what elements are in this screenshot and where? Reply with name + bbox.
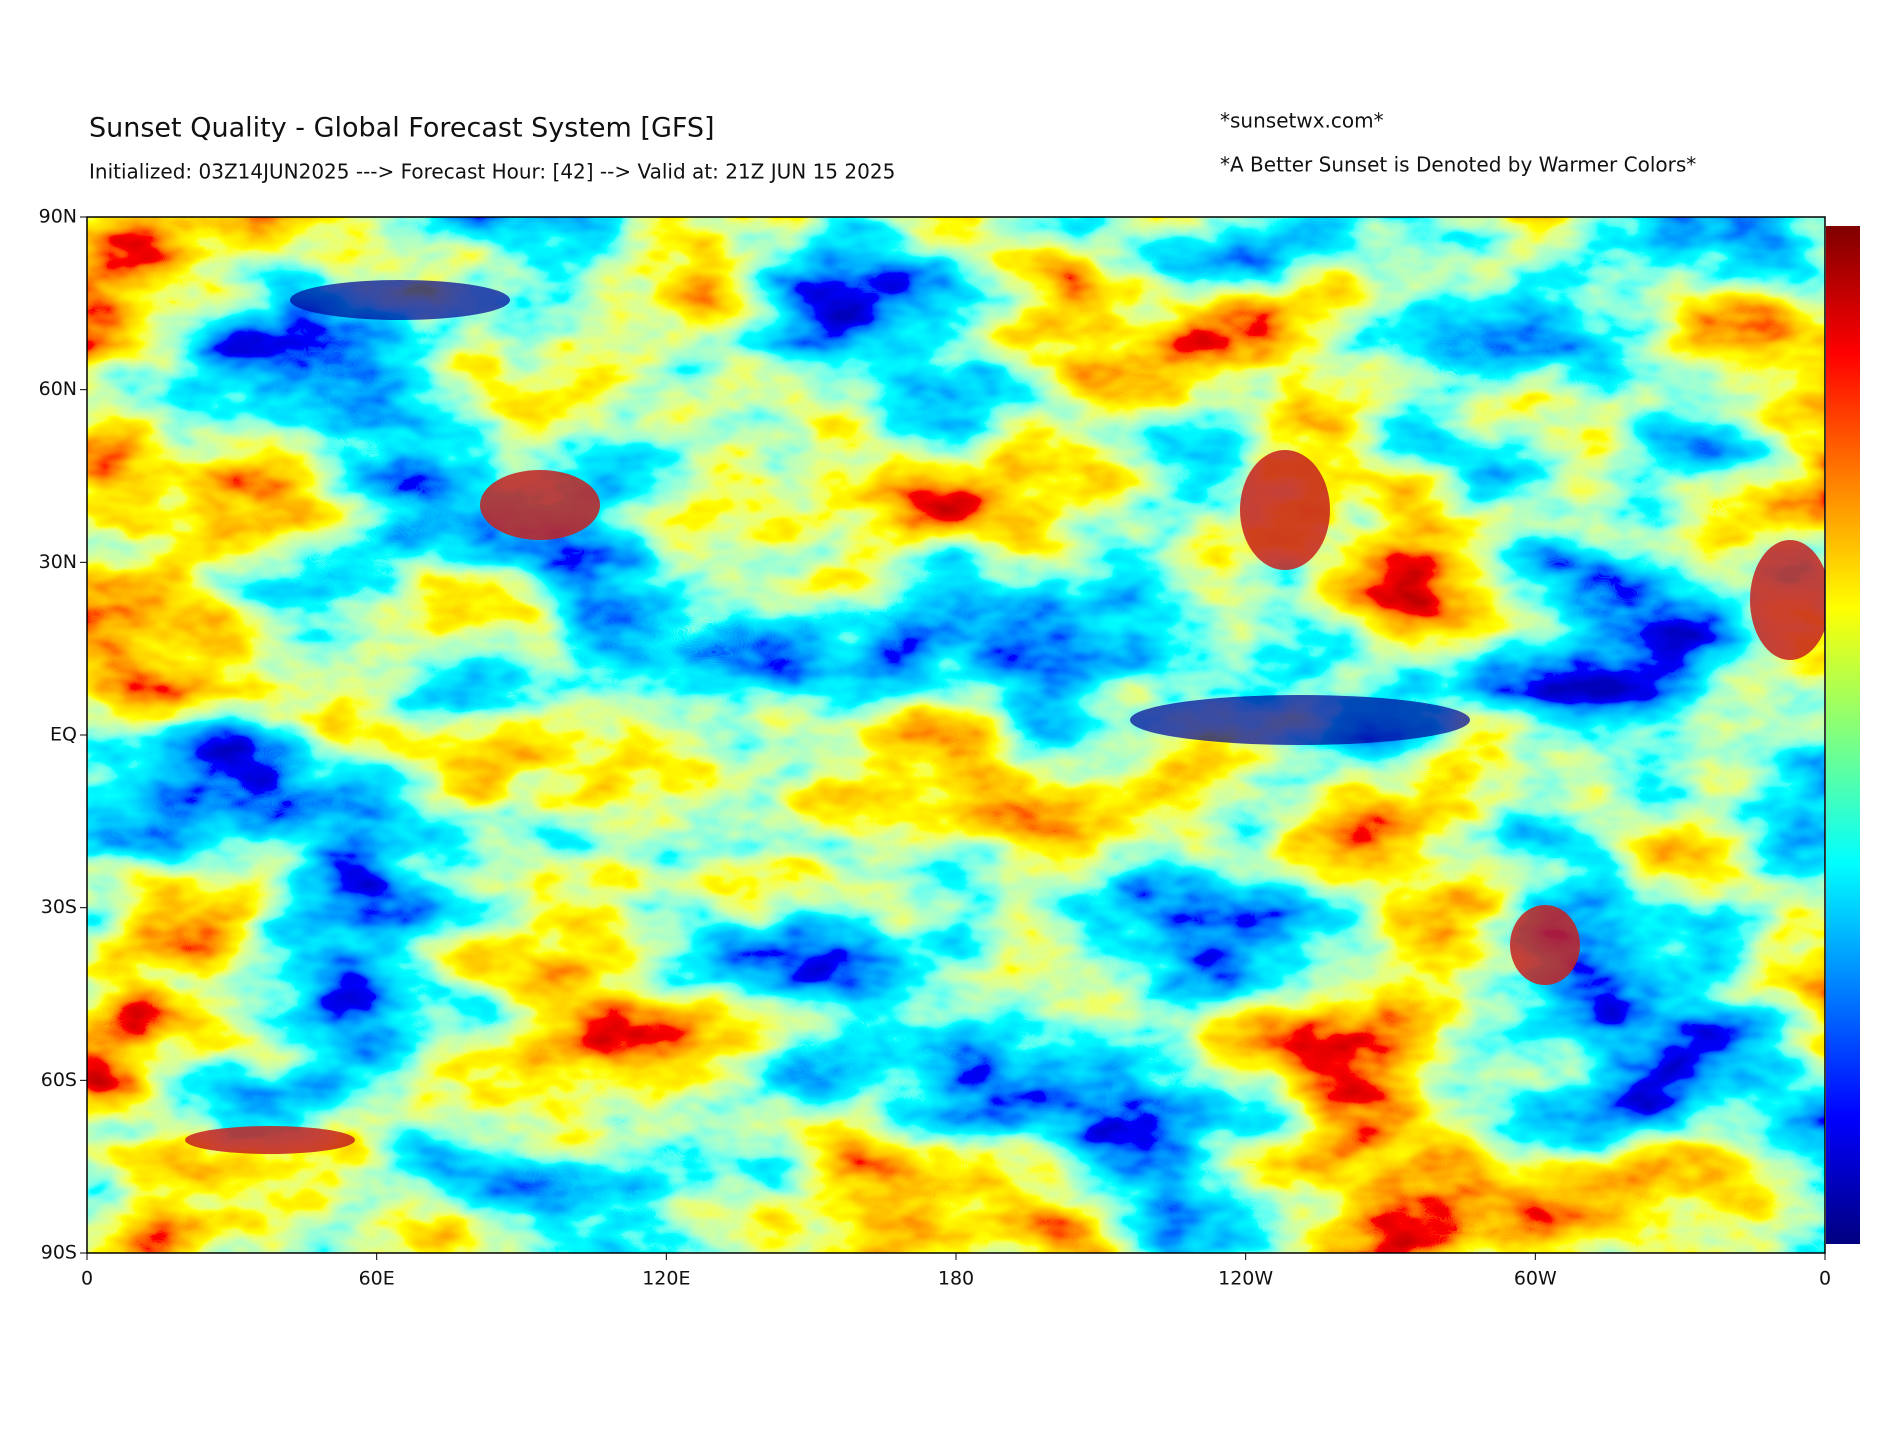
lat-label: 90N (39, 206, 77, 228)
hotspot (1510, 905, 1580, 985)
lat-label: 60S (41, 1069, 77, 1091)
hotspot (1240, 450, 1330, 570)
lon-label: 60E (359, 1268, 395, 1290)
lon-label: 0 (1819, 1268, 1831, 1290)
sunset-field (87, 217, 1825, 1253)
lon-label: 0 (81, 1268, 93, 1290)
lat-label: 60N (39, 378, 77, 400)
lat-label: 30N (39, 551, 77, 573)
lat-label: 30S (41, 896, 77, 918)
lon-label: 60W (1514, 1268, 1557, 1290)
title: Sunset Quality - Global Forecast System … (89, 113, 715, 144)
coldspot (1130, 695, 1470, 745)
hotspot (185, 1126, 355, 1154)
map-field (87, 217, 1825, 1253)
lon-label: 180 (938, 1268, 974, 1290)
lat-label: 90S (41, 1242, 77, 1264)
lat-label: EQ (50, 724, 77, 746)
colorbar (1826, 226, 1860, 1244)
coldspot (290, 280, 510, 320)
site: *sunsetwx.com* (1220, 109, 1384, 133)
note: *A Better Sunset is Denoted by Warmer Co… (1220, 153, 1696, 177)
hotspot (480, 470, 600, 540)
lon-label: 120E (642, 1268, 690, 1290)
hotspot (1750, 540, 1825, 660)
subtitle: Initialized: 03Z14JUN2025 ---> Forecast … (89, 160, 895, 184)
lon-label: 120W (1218, 1268, 1273, 1290)
